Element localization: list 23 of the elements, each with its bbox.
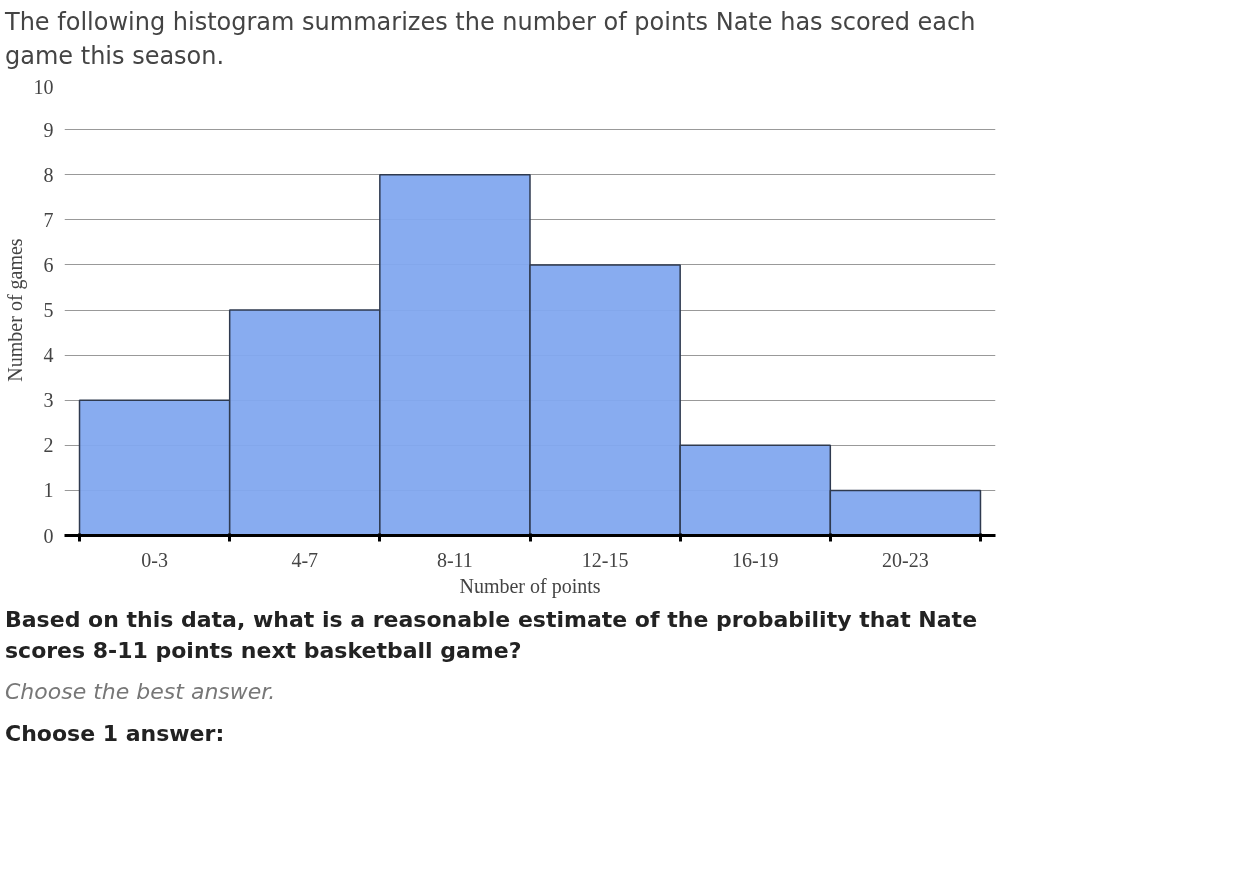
x-tick-label: 12-15 — [581, 548, 629, 571]
y-tick-label: 3 — [43, 388, 54, 411]
x-tick-label: 0-3 — [141, 548, 168, 571]
y-tick-label: 5 — [43, 298, 54, 321]
y-axis-title: Number of games — [3, 237, 27, 382]
y-tick-label: 7 — [43, 208, 54, 231]
text: Choose 1 answer: — [5, 719, 225, 748]
x-axis-title: Number of points — [459, 574, 601, 598]
chart-title: The following histogram summarizes the number of points Nate has scored each game this season. — [5, 7, 977, 73]
y-tick-label: 1 — [43, 478, 54, 501]
x-tick-label: 4-7 — [291, 548, 319, 571]
x-tick-label: 8-11 — [436, 548, 473, 571]
text: Based on this data, what is a reasonable estimate of the probability that Nate scores 8-11 points next basketball game? — [5, 605, 979, 665]
text: Choose the best answer. — [5, 678, 276, 707]
x-tick-label: 16-19 — [731, 548, 779, 571]
y-tick-label: 6 — [43, 253, 54, 276]
y-tick-label: 0 — [43, 524, 54, 547]
y-tick-label: 10 — [33, 75, 54, 98]
x-tick-label: 20-23 — [882, 548, 929, 571]
y-tick-label: 9 — [43, 118, 54, 141]
y-tick-label: 2 — [43, 433, 54, 456]
y-tick-label: 8 — [43, 163, 54, 186]
y-tick-label: 4 — [43, 343, 54, 366]
